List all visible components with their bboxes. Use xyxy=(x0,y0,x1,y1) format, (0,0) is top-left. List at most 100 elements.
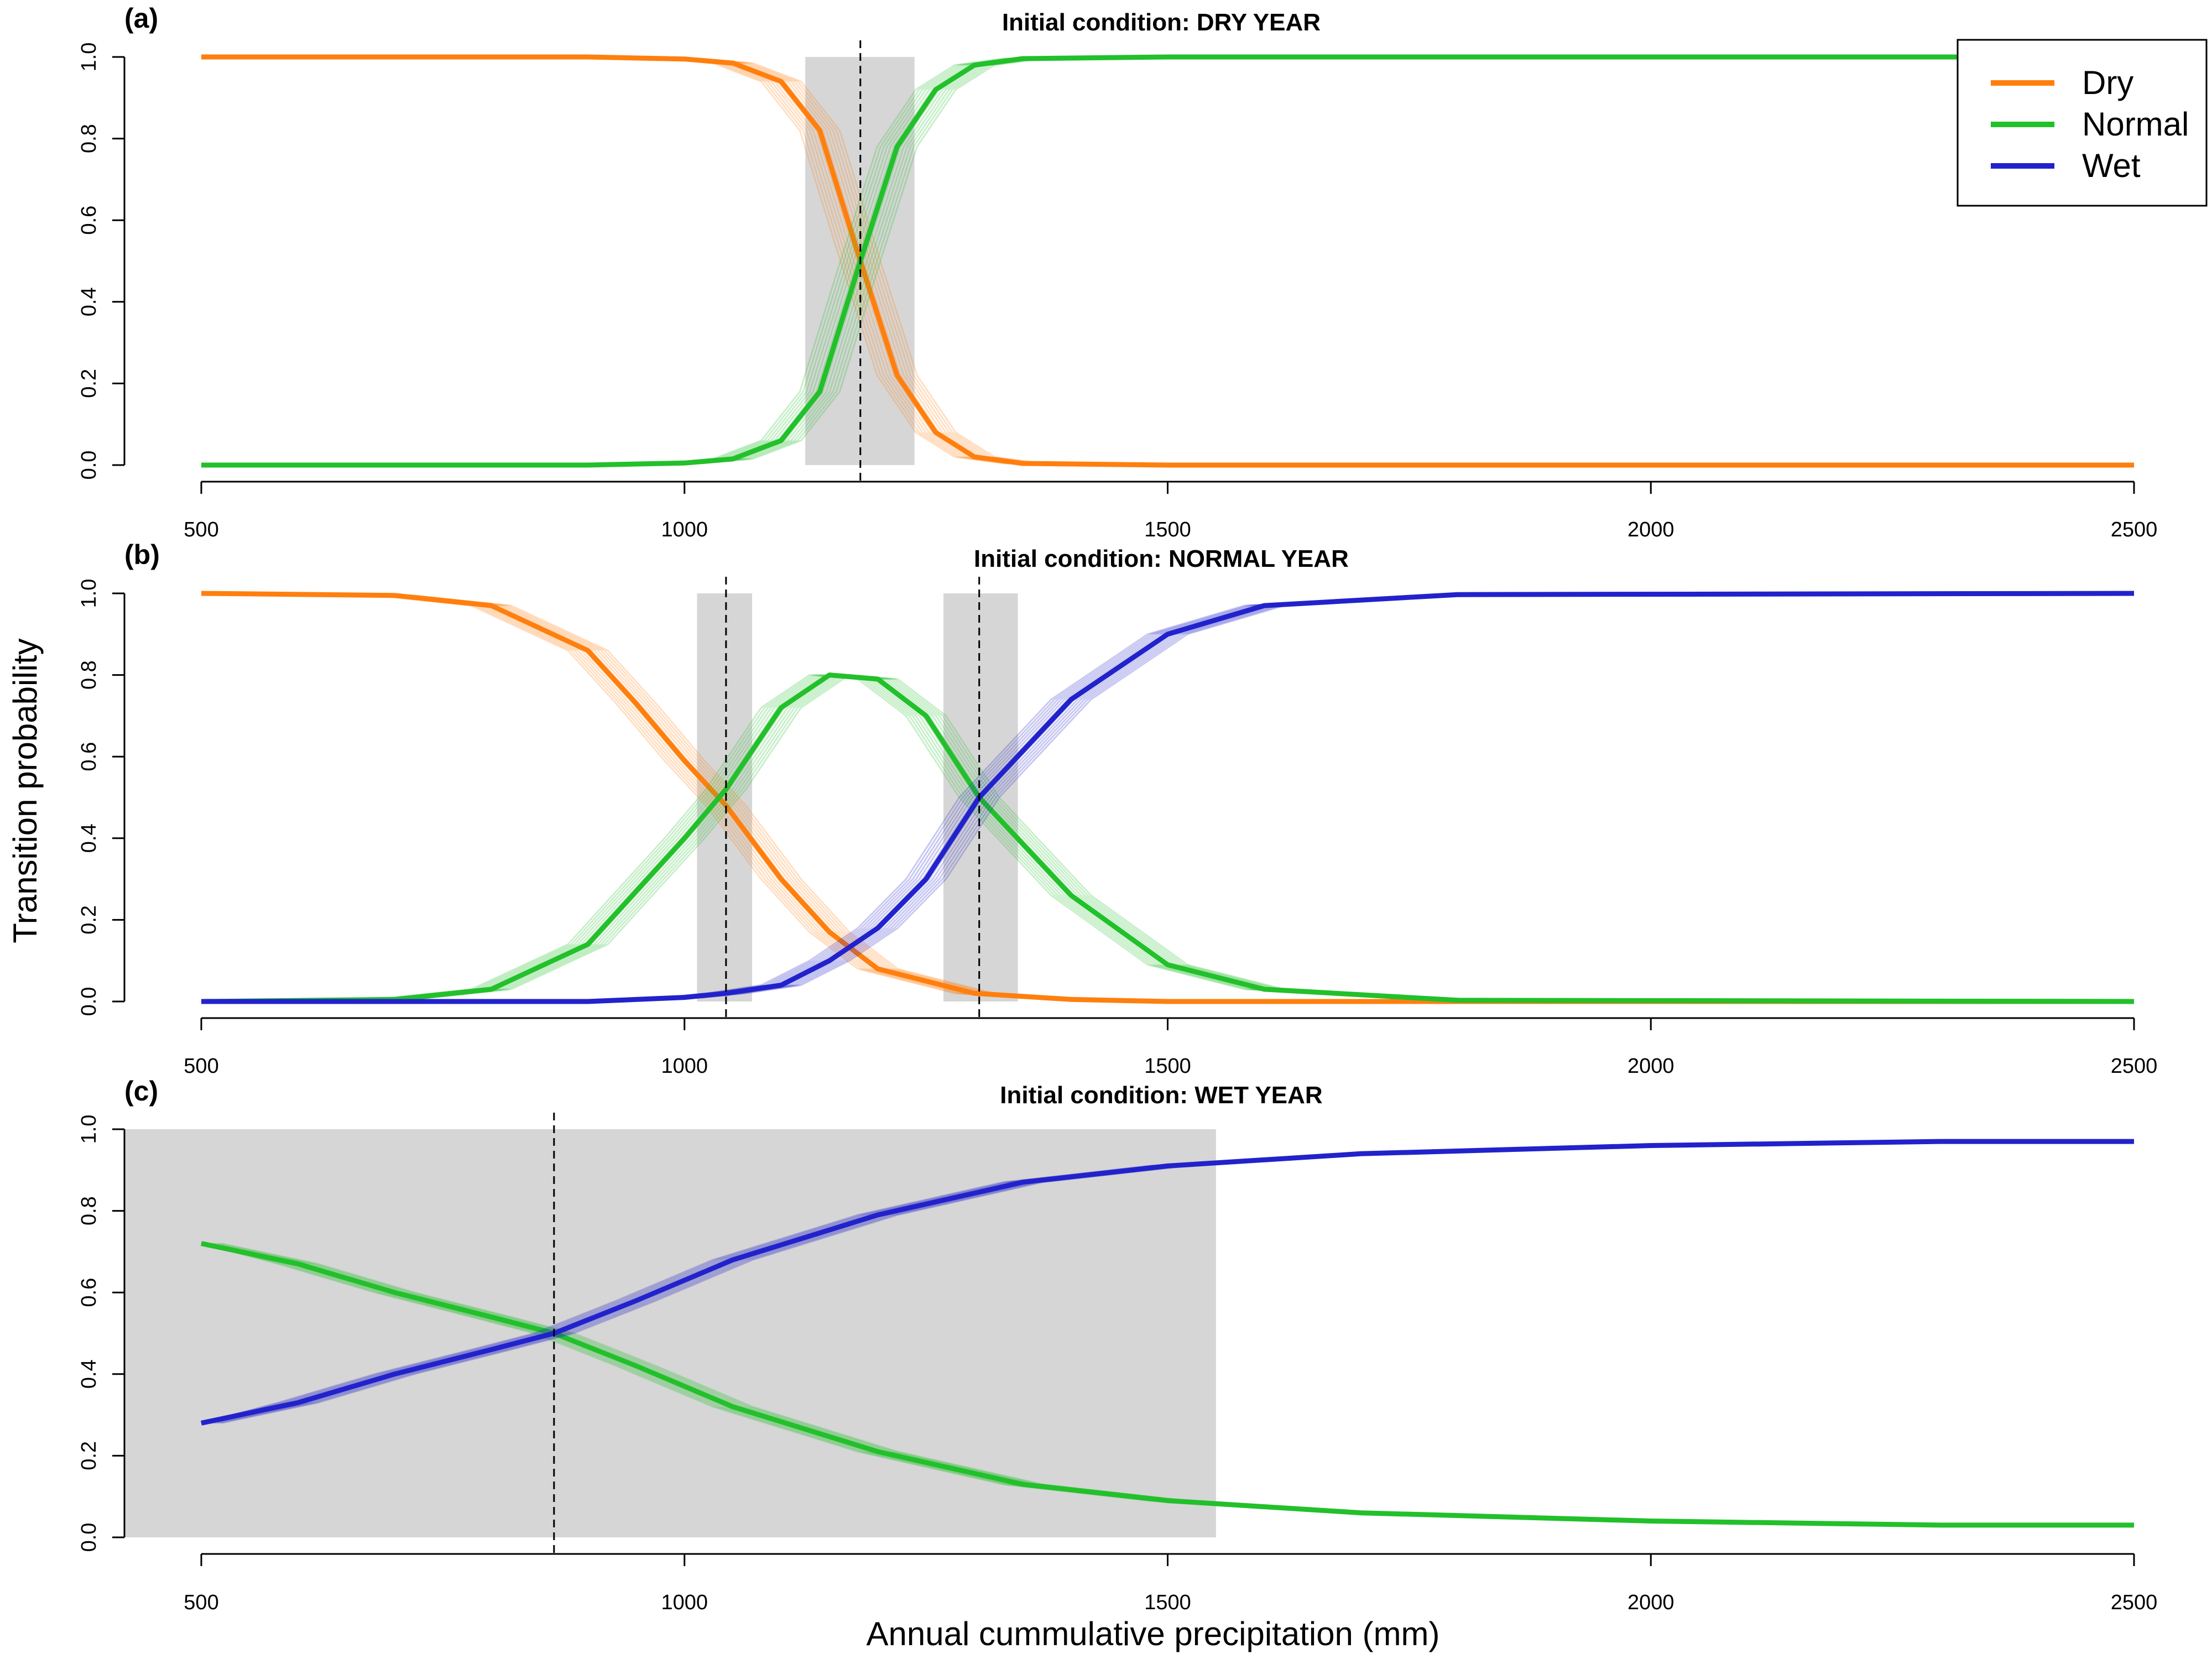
ensemble-line xyxy=(201,592,2127,1003)
x-tick-label: 1000 xyxy=(661,1055,708,1078)
series-line-normal xyxy=(201,1241,2134,1528)
y-tick-label: 0.2 xyxy=(77,905,101,935)
ensemble-line xyxy=(201,56,2121,466)
y-axis-label: Transition probability xyxy=(7,638,44,943)
y-tick-label: 0.6 xyxy=(77,1278,101,1307)
ensemble-line xyxy=(205,56,2134,466)
panel-b: 0.0 0.2 0.4 0.6 0.8 1.0 500 1000 1500 2000 2500 Ini… xyxy=(77,539,2157,1078)
ensemble-line xyxy=(201,56,2114,466)
series-line-normal xyxy=(201,672,2135,1004)
series-line-wet xyxy=(201,591,2135,1004)
ensemble-line xyxy=(201,592,2131,1003)
series-line-dry xyxy=(201,54,2134,468)
ensemble-line xyxy=(208,56,2134,466)
y-tick-label: 0.0 xyxy=(77,1523,101,1552)
y-tick-label: 0.0 xyxy=(77,987,101,1016)
series-line-dry xyxy=(201,591,2134,1004)
ensemble-line xyxy=(201,56,2127,466)
ensemble-line xyxy=(218,592,2135,1003)
ensemble-line xyxy=(201,674,2118,1003)
y-tick-label: 0.2 xyxy=(77,1441,101,1470)
confidence-band xyxy=(124,1129,1216,1537)
y-tick-label: 0.6 xyxy=(77,742,101,771)
panel-letter: (b) xyxy=(124,539,160,570)
ensemble-line xyxy=(208,592,2135,1003)
x-axis-label: Annual cummulative precipitation (mm) xyxy=(866,1615,1439,1652)
y-tick-label: 0.0 xyxy=(77,451,101,480)
ensemble-line xyxy=(221,56,2134,466)
ensemble-line xyxy=(215,56,2134,466)
ensemble-line xyxy=(214,674,2135,1003)
x-tick-label: 2000 xyxy=(1627,1591,1674,1614)
y-tick-label: 1.0 xyxy=(77,1115,101,1144)
x-tick-label: 1500 xyxy=(1144,518,1191,541)
ensemble-line xyxy=(201,592,2128,1003)
y-tick-label: 0.4 xyxy=(77,1359,101,1389)
y-tick-label: 1.0 xyxy=(77,579,101,608)
panel-c: 0.0 0.2 0.4 0.6 0.8 1.0 500 1000 1500 2000 2500 Ini… xyxy=(77,1076,2157,1614)
ensemble-line xyxy=(201,674,2121,1003)
ensemble-line xyxy=(221,674,2135,1003)
ensemble-line xyxy=(214,592,2134,1003)
ensemble-line xyxy=(201,592,2124,1003)
ensemble-line xyxy=(217,592,2134,1003)
ensemble-line xyxy=(201,592,2131,1003)
x-tick-label: 1500 xyxy=(1144,1591,1191,1614)
ensemble-line xyxy=(204,592,2134,1003)
ensemble-line xyxy=(201,592,2125,1003)
ensemble-line xyxy=(205,592,2135,1003)
y-tick-label: 0.4 xyxy=(77,287,101,316)
y-tick-label: 0.8 xyxy=(77,124,101,153)
legend: Dry Normal Wet xyxy=(1957,39,2208,207)
x-tick-label: 1000 xyxy=(661,518,708,541)
ensemble-line xyxy=(201,56,2117,466)
panel-title: Initial condition: DRY YEAR xyxy=(1002,9,1321,36)
ensemble-line xyxy=(211,56,2134,466)
series-line-wet xyxy=(201,1139,2134,1426)
ensemble-line xyxy=(205,56,2134,466)
legend-label-dry: Dry xyxy=(2082,64,2133,101)
series-line-normal xyxy=(201,54,2134,468)
ensemble-line xyxy=(201,592,2121,1003)
confidence-band xyxy=(697,593,753,1001)
x-tick-label: 500 xyxy=(184,1591,218,1614)
ensemble-line xyxy=(201,56,2117,466)
ensemble-line xyxy=(221,56,2134,466)
ensemble-line xyxy=(201,56,2124,466)
legend-label-normal: Normal xyxy=(2082,106,2189,143)
ensemble-line xyxy=(215,56,2134,466)
ensemble-line xyxy=(211,56,2134,466)
ensemble-line xyxy=(201,56,2114,466)
ensemble-line xyxy=(201,56,2131,466)
y-tick-label: 1.0 xyxy=(77,43,101,72)
ensemble-line xyxy=(201,56,2121,466)
x-tick-label: 1500 xyxy=(1144,1055,1191,1078)
x-tick-label: 2500 xyxy=(2111,518,2158,541)
ensemble-line xyxy=(221,592,2134,1003)
panel-title: Initial condition: WET YEAR xyxy=(1000,1082,1322,1109)
y-tick-label: 0.8 xyxy=(77,1196,101,1225)
ensemble-line xyxy=(201,56,2124,466)
panel-letter: (c) xyxy=(124,1076,158,1107)
x-tick-label: 2500 xyxy=(2111,1591,2158,1614)
ensemble-line xyxy=(221,592,2135,1003)
ensemble-line xyxy=(201,592,2118,1003)
y-tick-label: 0.8 xyxy=(77,660,101,690)
x-tick-label: 2000 xyxy=(1627,1055,1674,1078)
panel-title: Initial condition: NORMAL YEAR xyxy=(974,545,1349,572)
ensemble-line xyxy=(207,592,2134,1003)
ensemble-line xyxy=(208,56,2134,466)
ensemble-line xyxy=(211,592,2135,1003)
ensemble-line xyxy=(217,674,2135,1003)
ensemble-line xyxy=(201,674,2115,1003)
x-tick-label: 1000 xyxy=(661,1591,708,1614)
x-tick-label: 2500 xyxy=(2111,1055,2158,1078)
x-tick-label: 2000 xyxy=(1627,518,1674,541)
ensemble-line xyxy=(201,592,2121,1003)
x-tick-label: 500 xyxy=(184,518,218,541)
ensemble-line xyxy=(201,56,2131,466)
panel-letter: (a) xyxy=(124,3,158,34)
ensemble-line xyxy=(201,56,2127,466)
legend-label-wet: Wet xyxy=(2082,147,2141,184)
ensemble-line xyxy=(211,592,2134,1003)
